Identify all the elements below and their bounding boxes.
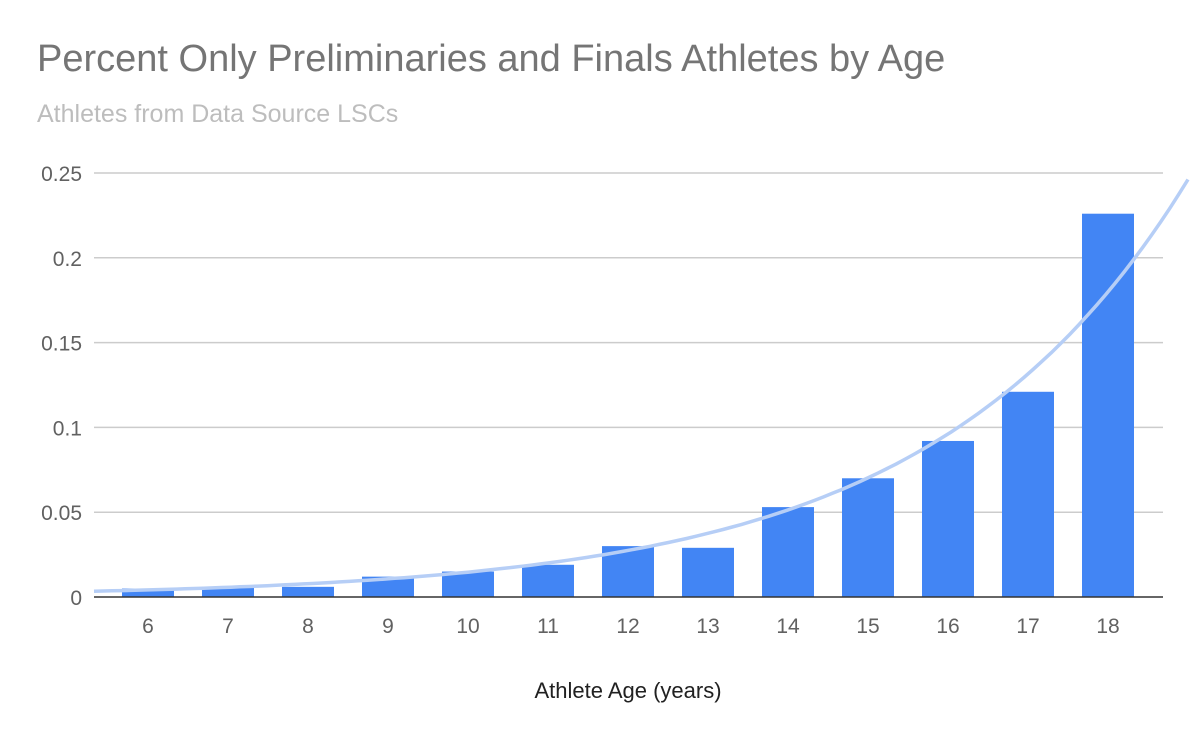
x-tick-label: 11 [537,615,559,638]
bar-6 [122,588,174,597]
bar-8 [282,586,334,597]
y-tick-label: 0.15 [41,333,82,356]
bar-11 [522,564,574,597]
x-tick-label: 13 [696,615,719,638]
bar-17 [1002,391,1054,597]
bar-9 [362,576,414,597]
x-tick-label: 12 [616,615,639,638]
bar-18 [1082,213,1134,598]
bar-13 [682,547,734,597]
y-tick-label: 0 [70,587,82,610]
chart-subtitle: Athletes from Data Source LSCs [37,100,399,128]
x-tick-label: 15 [856,615,879,638]
x-axis-title: Athlete Age (years) [534,678,721,703]
bar-10 [442,571,494,597]
x-tick-label: 8 [302,615,314,638]
y-tick-label: 0.05 [41,502,82,525]
bar-15 [842,478,894,597]
x-tick-label: 16 [936,615,959,638]
gridlines [94,172,1163,513]
x-axis-ticks: 6 7 8 9 10 11 12 13 14 15 16 17 18 [142,615,1120,638]
x-tick-label: 17 [1016,615,1039,638]
bar-14 [762,507,814,597]
x-tick-label: 7 [222,615,234,638]
x-tick-label: 14 [776,615,800,638]
bar-16 [922,440,974,597]
y-tick-label: 0.2 [53,248,82,271]
x-tick-label: 18 [1096,615,1119,638]
bar-7 [202,586,254,597]
x-tick-label: 6 [142,615,154,638]
x-tick-label: 9 [382,615,394,638]
bars [122,213,1134,598]
y-axis-ticks: 0 0.05 0.1 0.15 0.2 0.25 [41,163,82,610]
trendline [93,178,1190,594]
x-tick-label: 10 [456,615,479,638]
chart-title: Percent Only Preliminaries and Finals At… [37,38,946,80]
y-tick-label: 0.1 [53,417,82,440]
y-tick-label: 0.25 [41,163,82,186]
